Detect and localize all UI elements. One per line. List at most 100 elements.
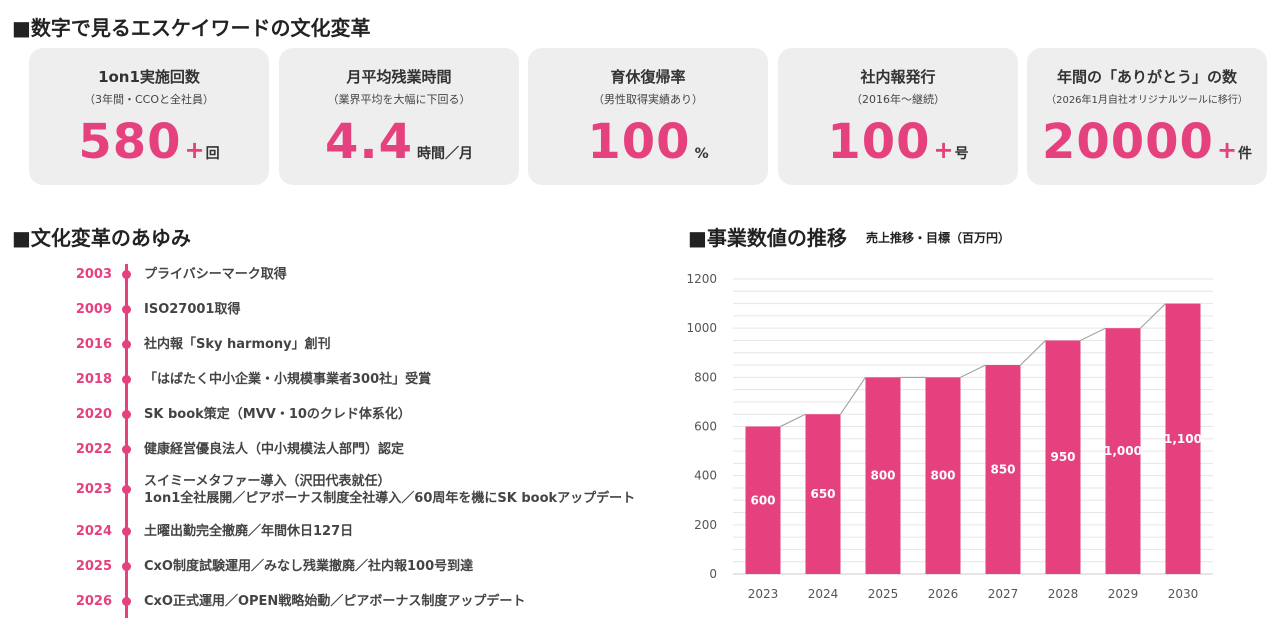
kpi-card-subtitle: （3年間・CCOと全社員） xyxy=(83,93,215,106)
y-tick-label: 800 xyxy=(694,370,717,384)
kpi-card-value: 580 xyxy=(78,114,182,170)
kpi-card-title: 1on1実施回数 xyxy=(98,68,200,86)
kpi-card-plus: + xyxy=(1216,136,1238,164)
timeline-dot xyxy=(122,485,131,494)
bar-connector-line xyxy=(1140,303,1166,329)
timeline-text: プライバシーマーク取得 xyxy=(144,267,287,282)
bar-2024 xyxy=(805,414,841,574)
kpi-card-unit: 時間／月 xyxy=(417,146,474,162)
kpi-card-title: 社内報発行 xyxy=(860,68,936,86)
data-label: 800 xyxy=(930,469,955,483)
kpi-card-subtitle: （2026年1月自社オリジナルツールに移行） xyxy=(1046,95,1248,106)
x-tick-label: 2028 xyxy=(1048,587,1079,601)
kpi-card-value: 100 xyxy=(587,114,691,170)
timeline-text: CxO制度試験運用／みなし残業撤廃／社内報100号到達 xyxy=(144,559,474,574)
y-tick-label: 400 xyxy=(694,469,717,483)
timeline-text: 社内報「Sky harmony」創刊 xyxy=(144,337,331,352)
x-tick-label: 2027 xyxy=(988,587,1019,601)
x-tick-label: 2023 xyxy=(748,587,779,601)
chart-section-title: ■事業数値の推移 xyxy=(688,226,847,250)
timeline-year: 2009 xyxy=(75,302,112,317)
timeline-text: 土曜出勤完全撤廃／年間休日127日 xyxy=(144,524,354,539)
timeline-year: 2018 xyxy=(75,372,112,387)
y-tick-label: 1000 xyxy=(686,321,717,335)
bar-connector-line xyxy=(1080,327,1106,341)
data-label: 800 xyxy=(870,469,895,483)
data-label: 850 xyxy=(990,463,1015,477)
timeline-year: 2016 xyxy=(75,337,112,352)
timeline-dot xyxy=(122,597,131,606)
timeline-text: SK book策定（MVV・10のクレド体系化） xyxy=(144,407,411,422)
data-label: 1,000 xyxy=(1104,444,1142,458)
bar-2026 xyxy=(925,377,961,574)
timeline-line xyxy=(125,264,128,618)
y-tick-label: 200 xyxy=(694,518,717,532)
timeline-year: 2022 xyxy=(75,442,112,457)
y-tick-label: 600 xyxy=(694,420,717,434)
timeline-dot xyxy=(122,527,131,536)
y-tick-label: 1200 xyxy=(686,272,717,286)
timeline-dot xyxy=(122,270,131,279)
kpi-card-unit: 件 xyxy=(1238,146,1253,162)
kpi-card-value: 20000 xyxy=(1041,114,1214,170)
kpi-card-subtitle: （業界平均を大幅に下回る） xyxy=(327,93,471,106)
bar-2028 xyxy=(1045,340,1081,574)
sales-bar-chart: 0 200 400 600 800 1000 1200 2023 2024 2025 2026 202… xyxy=(686,272,1213,601)
data-label: 600 xyxy=(750,493,775,507)
bar-connector-line xyxy=(1020,340,1046,366)
chart-bars xyxy=(745,303,1201,574)
kpi-card-1on1: 1on1実施回数 （3年間・CCOと全社員） 580 +回 xyxy=(29,48,269,185)
timeline-dot xyxy=(122,445,131,454)
bar-connector-line xyxy=(840,377,866,415)
kpi-section-title: ■数字で見るエスケイワードの文化変革 xyxy=(12,16,371,40)
timeline-dot xyxy=(122,305,131,314)
kpi-card-plus: + xyxy=(184,136,205,164)
x-tick-label: 2026 xyxy=(928,587,959,601)
y-tick-label: 0 xyxy=(709,567,717,581)
bar-2030 xyxy=(1165,303,1201,574)
timeline-dot xyxy=(122,410,131,419)
timeline-year: 2020 xyxy=(75,407,112,422)
kpi-card-value-row: 100 +号 xyxy=(778,114,1018,170)
data-label: 950 xyxy=(1050,450,1075,464)
x-tick-label: 2030 xyxy=(1168,587,1199,601)
timeline-dot xyxy=(122,375,131,384)
timeline-year: 2024 xyxy=(75,524,112,539)
timeline-year: 2003 xyxy=(75,267,112,282)
timeline-text: スイミーメタファー導入（沢田代表就任） xyxy=(144,474,391,489)
kpi-card-unit: 号 xyxy=(954,146,969,162)
kpi-card-plus: + xyxy=(933,136,954,164)
kpi-card-thanks: 年間の「ありがとう」の数 （2026年1月自社オリジナルツールに移行） 2000… xyxy=(1027,48,1267,185)
timeline-text: CxO正式運用／OPEN戦略始動／ピアボーナス制度アップデート xyxy=(144,594,526,609)
bar-2023 xyxy=(745,426,781,574)
bar-connector-line xyxy=(960,364,986,378)
timeline-dot xyxy=(122,340,131,349)
chart-gridlines xyxy=(733,278,1213,575)
timeline-year: 2026 xyxy=(75,594,112,609)
history-section-title: ■文化変革のあゆみ xyxy=(12,226,191,250)
kpi-card-subtitle: （男性取得実績あり） xyxy=(593,93,703,106)
kpi-card-title: 育休復帰率 xyxy=(610,68,686,86)
timeline-text: 健康経営優良法人（中小規模法人部門）認定 xyxy=(144,442,405,457)
kpi-card-title: 月平均残業時間 xyxy=(346,68,452,86)
timeline-text: ISO27001取得 xyxy=(144,302,241,317)
kpi-card-value-row: 20000 +件 xyxy=(1027,114,1267,170)
bar-2027 xyxy=(985,365,1021,574)
data-label: 1,100 xyxy=(1164,432,1202,446)
chart-connectors xyxy=(780,303,1166,427)
bar-2025 xyxy=(865,377,901,574)
kpi-card-overtime: 月平均残業時間 （業界平均を大幅に下回る） 4.4 時間／月 xyxy=(279,48,519,185)
x-tick-label: 2025 xyxy=(868,587,899,601)
x-tick-label: 2024 xyxy=(808,587,839,601)
bar-connector-line xyxy=(780,413,806,427)
timeline-year: 2025 xyxy=(75,559,112,574)
timeline-text-line2: 1on1全社展開／ピアボーナス制度全社導入／60周年を機にSK bookアップデ… xyxy=(144,491,636,506)
kpi-card-unit: % xyxy=(694,146,709,162)
bar-2029 xyxy=(1105,328,1141,574)
kpi-card-subtitle: （2016年～継続） xyxy=(851,93,945,106)
timeline-text: 「はばたく中小企業・小規模事業者300社」受賞 xyxy=(144,372,432,387)
kpi-card-title: 年間の「ありがとう」の数 xyxy=(1056,68,1237,86)
kpi-card-value-row: 580 +回 xyxy=(29,114,269,170)
x-tick-label: 2029 xyxy=(1108,587,1139,601)
kpi-card-value-row: 4.4 時間／月 xyxy=(279,114,519,170)
